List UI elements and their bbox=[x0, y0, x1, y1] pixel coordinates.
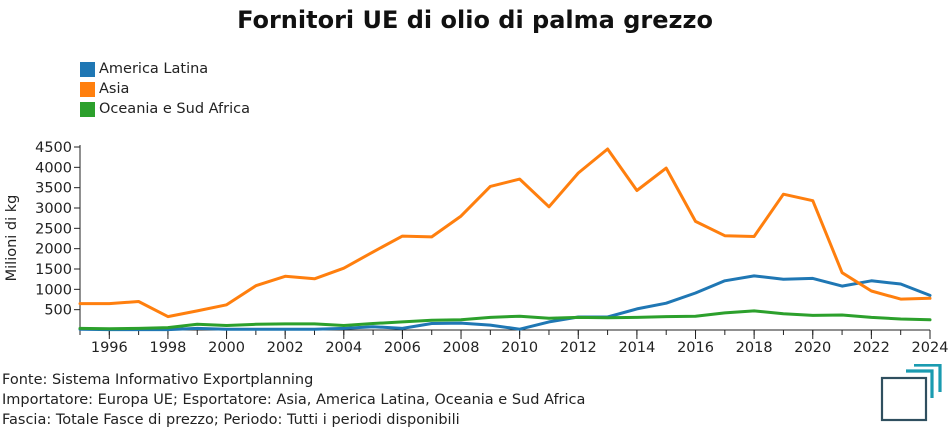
chart-title: Fornitori UE di olio di palma grezzo bbox=[237, 6, 713, 34]
legend-item-america-latina[interactable]: America Latina bbox=[80, 59, 250, 79]
y-tick-label-4000: 4000 bbox=[35, 160, 72, 176]
y-tick-label-2000: 2000 bbox=[35, 242, 72, 258]
legend-label-asia: Asia bbox=[99, 81, 130, 97]
legend-label-oceania-sud-africa: Oceania e Sud Africa bbox=[99, 101, 250, 117]
x-tick-label-2020: 2020 bbox=[794, 340, 831, 356]
x-tick-label-2024: 2024 bbox=[912, 340, 949, 356]
legend-swatch-america-latina bbox=[80, 61, 95, 77]
x-tick-label-2004: 2004 bbox=[325, 340, 362, 356]
y-tick-label-3500: 3500 bbox=[35, 181, 72, 197]
x-tick-label-2010: 2010 bbox=[501, 340, 538, 356]
legend-swatch-asia bbox=[80, 81, 95, 97]
legend-label-america-latina: America Latina bbox=[99, 61, 209, 77]
y-tick-label-1000: 1000 bbox=[35, 282, 72, 298]
legend-item-asia[interactable]: Asia bbox=[80, 79, 250, 99]
y-axis: 500 1000 1500 2000 2500 3000 3500 4000 4500 bbox=[35, 140, 81, 330]
x-tick-label-2006: 2006 bbox=[384, 340, 421, 356]
x-axis: 1996 1998 2000 2002 2004 2006 2008 2010 2012 2014… bbox=[79, 329, 949, 356]
y-tick-label-2500: 2500 bbox=[35, 221, 72, 237]
x-tick-label-2018: 2018 bbox=[736, 340, 773, 356]
y-tick-label-1500: 1500 bbox=[35, 262, 72, 278]
x-tick-label-2022: 2022 bbox=[853, 340, 890, 356]
series-line-america-latina bbox=[78, 274, 932, 332]
exportplanning-logo-icon bbox=[880, 364, 942, 422]
x-tick-label-2012: 2012 bbox=[560, 340, 597, 356]
series-line-oceania-e-sud-africa bbox=[78, 309, 932, 331]
footer-price-period: Fascia: Totale Fasce di prezzo; Periodo:… bbox=[2, 412, 460, 428]
x-tick-label-1998: 1998 bbox=[149, 340, 186, 356]
x-tick-label-2008: 2008 bbox=[443, 340, 480, 356]
x-tick-label-2002: 2002 bbox=[267, 340, 304, 356]
x-tick-label-2000: 2000 bbox=[208, 340, 245, 356]
x-tick-label-2014: 2014 bbox=[618, 340, 655, 356]
footer-importer-exporter: Importatore: Europa UE; Esportatore: Asi… bbox=[2, 392, 586, 408]
legend-swatch-oceania-sud-africa bbox=[80, 101, 95, 117]
series-line-asia bbox=[78, 147, 932, 319]
legend: America Latina Asia Oceania e Sud Africa bbox=[80, 59, 250, 119]
y-tick-label-500: 500 bbox=[44, 303, 72, 319]
x-tick-label-1996: 1996 bbox=[91, 340, 128, 356]
footer: Fonte: Sistema Informativo Exportplannin… bbox=[2, 370, 585, 430]
series-lines bbox=[78, 147, 932, 332]
legend-item-oceania-sud-africa[interactable]: Oceania e Sud Africa bbox=[80, 99, 250, 119]
y-tick-label-4500: 4500 bbox=[35, 140, 72, 156]
y-axis-label: Milioni di kg bbox=[4, 195, 20, 282]
footer-source: Fonte: Sistema Informativo Exportplannin… bbox=[2, 372, 314, 388]
y-tick-label-3000: 3000 bbox=[35, 201, 72, 217]
x-tick-label-2016: 2016 bbox=[677, 340, 714, 356]
